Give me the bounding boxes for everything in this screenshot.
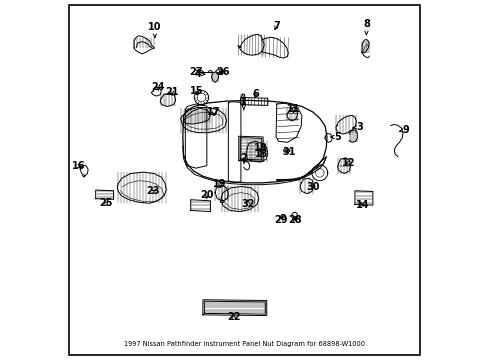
Text: 29: 29 xyxy=(274,215,287,225)
Text: 32: 32 xyxy=(241,199,254,210)
Text: 10: 10 xyxy=(148,22,161,37)
Text: 1: 1 xyxy=(240,97,246,110)
Text: 11: 11 xyxy=(286,104,300,114)
Text: 4: 4 xyxy=(194,69,204,79)
Text: 5: 5 xyxy=(330,132,341,142)
Text: 28: 28 xyxy=(287,215,301,225)
Text: 16: 16 xyxy=(72,161,85,171)
Text: 22: 22 xyxy=(226,312,240,322)
Text: 15: 15 xyxy=(190,86,203,96)
Text: 8: 8 xyxy=(362,19,369,35)
Text: 25: 25 xyxy=(100,198,113,208)
Text: 17: 17 xyxy=(207,107,220,117)
Text: 30: 30 xyxy=(306,182,320,192)
Text: 19: 19 xyxy=(213,179,226,189)
Text: 9: 9 xyxy=(399,125,408,135)
Text: 3: 3 xyxy=(352,122,362,132)
Text: 24: 24 xyxy=(151,82,165,93)
Text: 18: 18 xyxy=(253,143,267,153)
Text: 31: 31 xyxy=(282,147,295,157)
Text: 2: 2 xyxy=(240,153,246,163)
Text: 7: 7 xyxy=(273,21,280,31)
Text: 27: 27 xyxy=(189,67,203,77)
Text: 23: 23 xyxy=(146,186,160,197)
Text: 13: 13 xyxy=(254,149,268,159)
Text: 21: 21 xyxy=(165,87,179,97)
Text: 26: 26 xyxy=(216,67,229,77)
Text: 6: 6 xyxy=(251,89,258,99)
Text: 12: 12 xyxy=(341,158,354,168)
Text: 14: 14 xyxy=(355,200,369,210)
Text: 1997 Nissan Pathfinder Instrument Panel Nut Diagram for 68898-W1000: 1997 Nissan Pathfinder Instrument Panel … xyxy=(124,341,364,347)
Text: 20: 20 xyxy=(200,190,213,200)
